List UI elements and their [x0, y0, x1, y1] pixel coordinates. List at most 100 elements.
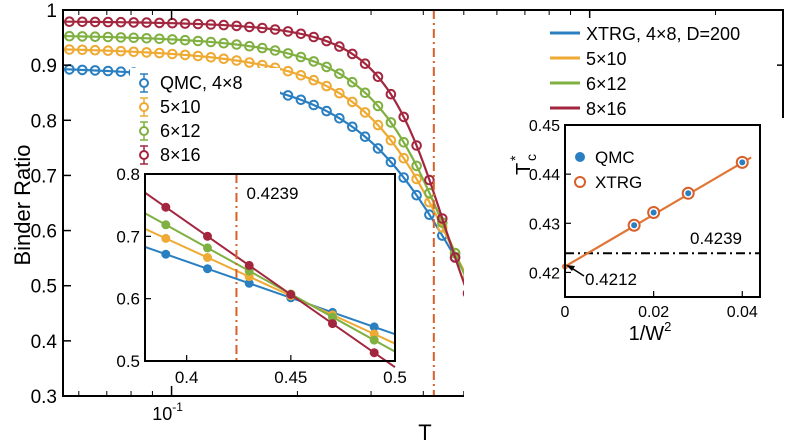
legend-xtrg-label-2: 6×12: [586, 74, 627, 94]
series-point-2-5: [128, 32, 139, 44]
series-point-1-3: [102, 45, 114, 57]
series-point-3-14: [244, 21, 255, 33]
inset-right-x-label-main: 1/W: [629, 323, 665, 345]
series-point-3-13: [231, 20, 242, 32]
inset-right-intercept-label: 0.4212: [585, 270, 637, 289]
inset-left-point-3-0: [161, 202, 171, 212]
inset-left-point-0-1: [203, 264, 212, 274]
series-point-3-1: [77, 16, 88, 28]
series-point-0-21: [334, 113, 345, 124]
inset-left-content: [144, 191, 396, 369]
inset-right-y-label-sub: c: [523, 154, 539, 161]
series-point-2-21: [334, 68, 345, 79]
inset-right-legend-qmc-marker: [575, 152, 585, 162]
x-tick-label-0: 10-1: [152, 400, 183, 424]
legend-qmc-label-3: 8×16: [160, 145, 201, 165]
series-point-0-19: [308, 99, 320, 111]
inset-right-ticks: 0 0.02 0.04 0.42 0.43 0.44 0.45: [529, 118, 758, 321]
legend-xtrg-label-0: XTRG, 4×8, D=200: [586, 24, 740, 44]
series-point-3-24: [372, 71, 384, 83]
series-point-3-3: [102, 16, 114, 28]
inset-right-x-tick-label-1: 0.02: [638, 304, 669, 321]
inset-left-line-0: [144, 245, 396, 336]
inset-right-legend: QMC XTRG: [574, 148, 642, 192]
y-axis-label: Binder Ratio: [10, 144, 35, 265]
series-point-2-3: [102, 31, 114, 43]
series-point-1-7: [154, 47, 165, 59]
series-point-2-8: [167, 34, 178, 45]
series-point-2-20: [321, 61, 332, 73]
series-point-2-6: [141, 33, 152, 44]
inset-right-frame: [564, 124, 761, 298]
series-point-1-21: [334, 87, 345, 99]
y-tick-label-2: 0.5: [31, 277, 57, 298]
series-point-1-9: [179, 49, 191, 61]
series-point-3-5: [128, 17, 139, 28]
series-point-0-26: [398, 172, 410, 183]
inset-right-y-tick-label-1: 0.43: [529, 216, 560, 233]
legend-qmc-label-2: 6×12: [160, 121, 201, 141]
y-tick-label-1: 0.4: [31, 332, 58, 353]
series-point-2-9: [179, 34, 191, 46]
series-point-0-3: [102, 65, 114, 77]
inset-left-point-1-1: [203, 253, 212, 262]
series-point-1-25: [385, 135, 397, 146]
inset-left-x-tick-label-1: 0.45: [274, 368, 307, 387]
legend-xtrg-label-3: 8×16: [586, 99, 627, 119]
inset-right-intercept-arrow: [566, 265, 585, 277]
series-point-3-4: [115, 16, 127, 28]
series-point-3-6: [141, 17, 152, 28]
inset-right: 0 0.02 0.040.420.430.440.45 0.4239 0.4212 …: [464, 118, 789, 446]
legend-qmc-box: [130, 68, 280, 172]
series-point-3-17: [282, 26, 294, 37]
inset-right-qmc-point-0: [631, 222, 638, 229]
inset-left-y-tick-label-1: 0.6: [116, 290, 140, 309]
inset-right-qmc-point-1: [650, 209, 657, 216]
inset-right-x-tick-label-0: 0: [561, 304, 570, 321]
inset-left-point-3-2: [244, 260, 254, 270]
y-tick-label-4: 0.7: [31, 166, 57, 187]
inset-left-point-3-4: [328, 319, 337, 329]
series-point-2-22: [347, 76, 358, 88]
series-point-0-22: [347, 121, 358, 133]
inset-right-y-tick-label-0: 0.42: [529, 265, 560, 282]
series-point-3-23: [359, 58, 371, 70]
inset-right-y-label-main: T: [513, 163, 535, 175]
series-point-3-19: [308, 31, 320, 43]
inset-right-qmc-point-3: [739, 159, 746, 166]
series-point-2-7: [154, 33, 165, 45]
series-point-3-12: [218, 19, 229, 31]
series-point-1-4: [115, 45, 127, 57]
series-point-0-1: [77, 64, 88, 76]
series-point-2-14: [244, 40, 255, 52]
inset-left-line-3: [144, 191, 396, 369]
legend-qmc-marker-2: [139, 121, 149, 141]
inset-left-line-1: [144, 227, 396, 345]
inset-right-qmc-point-2: [685, 190, 692, 197]
x-axis-label: T: [418, 420, 431, 445]
inset-left-point-2-1: [203, 243, 212, 253]
inset-right-x-tick-label-2: 0.04: [727, 304, 758, 321]
series-point-2-15: [257, 42, 268, 54]
series-point-0-24: [372, 143, 384, 154]
inset-right-x-label-sup: 2: [664, 319, 671, 334]
series-point-3-25: [385, 88, 397, 100]
series-point-1-23: [359, 107, 371, 118]
series-point-1-22: [347, 96, 358, 108]
inset-right-content: [562, 155, 760, 270]
legend-xtrg: XTRG, 4×8, D=200 5×10 6×12 8×16: [545, 18, 777, 122]
series-point-1-14: [244, 57, 255, 68]
series-point-1-13: [231, 55, 242, 66]
series-point-1-18: [295, 70, 307, 81]
inset-right-hline-label: 0.4239: [690, 229, 742, 248]
series-point-1-6: [141, 47, 152, 58]
inset-left-ticks: 0.4 0.45 0.5 0.5 0.6 0.7 0.8: [116, 165, 406, 387]
series-point-3-28: [424, 174, 435, 186]
series-point-2-17: [282, 48, 294, 59]
series-point-2-11: [205, 36, 217, 48]
series-point-1-2: [89, 44, 101, 56]
series-point-3-27: [411, 140, 422, 151]
series-point-3-26: [398, 111, 410, 123]
legend-qmc-marker-3: [139, 145, 149, 165]
